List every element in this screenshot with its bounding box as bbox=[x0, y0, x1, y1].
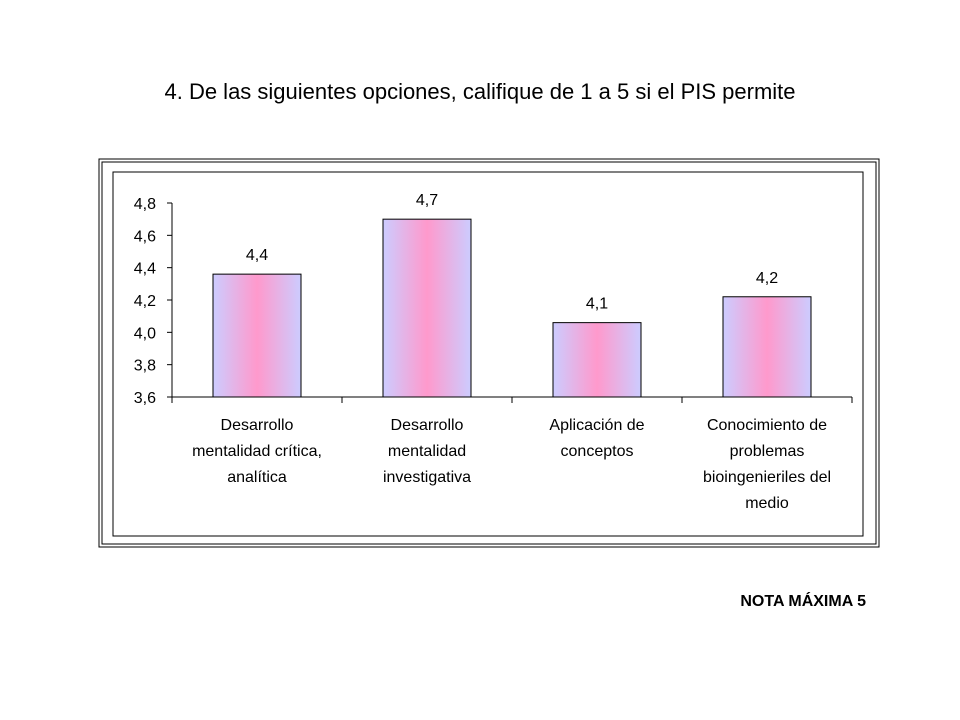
x-tick-label: problemas bbox=[730, 443, 805, 460]
bar bbox=[382, 218, 472, 398]
value-label: 4,4 bbox=[246, 247, 268, 264]
chart-title: 4. De las siguientes opciones, califique… bbox=[164, 79, 795, 104]
note: NOTA MÁXIMA 5 bbox=[740, 591, 866, 610]
x-tick-label: mentalidad bbox=[388, 443, 466, 460]
x-tick-label: analítica bbox=[227, 469, 287, 486]
y-tick-label: 3,8 bbox=[134, 358, 156, 375]
x-tick-label: Conocimiento de bbox=[707, 417, 827, 434]
x-tick-label: bioingenieriles del bbox=[703, 469, 831, 486]
x-tick-label: Aplicación de bbox=[549, 417, 644, 434]
x-tick-label: mentalidad crítica, bbox=[192, 443, 322, 460]
bar bbox=[212, 273, 302, 398]
y-tick-label: 4,8 bbox=[134, 196, 156, 213]
x-tick-label: investigativa bbox=[383, 469, 471, 486]
value-label: 4,1 bbox=[586, 296, 608, 313]
x-tick-label: Desarrollo bbox=[391, 417, 464, 434]
y-tick-label: 4,0 bbox=[134, 325, 156, 342]
y-tick-label: 4,4 bbox=[134, 261, 156, 278]
x-tick-label: Desarrollo bbox=[221, 417, 294, 434]
x-tick-label: medio bbox=[745, 495, 789, 512]
plot-frame bbox=[112, 171, 864, 537]
y-tick-label: 4,6 bbox=[134, 228, 156, 245]
y-tick-label: 3,6 bbox=[134, 390, 156, 407]
y-tick-label: 4,2 bbox=[134, 293, 156, 310]
chart-frame bbox=[98, 158, 880, 548]
bar bbox=[722, 296, 812, 398]
chart-frame-inner bbox=[101, 161, 877, 545]
bar bbox=[552, 322, 642, 398]
x-tick-label: conceptos bbox=[561, 443, 634, 460]
value-label: 4,7 bbox=[416, 192, 438, 209]
value-label: 4,2 bbox=[756, 270, 778, 287]
